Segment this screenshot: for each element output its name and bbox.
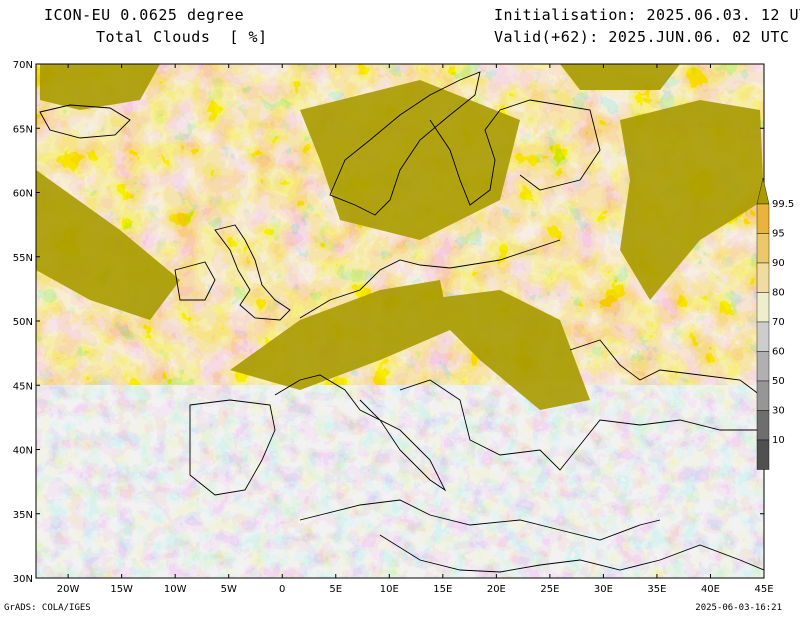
legend-label: 90	[772, 258, 785, 269]
lat-label: 40N	[13, 446, 33, 457]
lon-label: 10E	[380, 584, 399, 595]
legend-label: 60	[772, 347, 785, 358]
lon-label: 20W	[57, 584, 80, 595]
field-title: Total Clouds [ %]	[96, 28, 268, 46]
lon-label: 45E	[754, 584, 773, 595]
latitude-labels: 70N 65N 60N 55N 50N 45N 40N 35N 30N	[13, 60, 33, 585]
lat-label: 50N	[13, 317, 33, 328]
legend-label: 99.5	[772, 199, 794, 210]
grads-credit: GrADS: COLA/IGES	[4, 603, 91, 613]
cloud-field	[36, 64, 764, 578]
lon-label: 20E	[487, 584, 506, 595]
lon-label: 0	[279, 584, 285, 595]
legend-swatch	[756, 380, 770, 411]
legend-swatch	[756, 410, 770, 441]
model-title: ICON-EU 0.0625 degree	[44, 6, 245, 24]
legend-swatch	[756, 321, 770, 352]
lon-label: 15E	[433, 584, 452, 595]
coastlines	[39, 71, 764, 573]
lon-label: 5W	[221, 584, 237, 595]
lat-label: 65N	[13, 124, 33, 135]
legend-label: 70	[772, 317, 785, 328]
lat-label: 60N	[13, 189, 33, 200]
lon-label: 5E	[329, 584, 342, 595]
lon-label: 40E	[701, 584, 720, 595]
legend-label: 10	[772, 435, 785, 446]
init-time: Initialisation: 2025.06.03. 12 UTC	[494, 6, 800, 24]
lat-label: 70N	[13, 60, 33, 71]
legend-swatch	[756, 351, 770, 382]
dense-cloud-bands	[36, 64, 764, 410]
clear-sky-region	[36, 385, 764, 578]
lon-label: 25E	[540, 584, 559, 595]
lat-label: 35N	[13, 510, 33, 521]
render-timestamp: 2025-06-03-16:21	[695, 603, 782, 613]
lat-label: 30N	[13, 574, 33, 585]
lon-label: 15W	[110, 584, 133, 595]
lon-label: 35E	[647, 584, 666, 595]
legend-label: 50	[772, 376, 785, 387]
legend-swatch	[756, 233, 770, 264]
longitude-labels: 20W 15W 10W 5W 0 5E 10E 15E 20E 25E 30E 35E 40E 45E	[57, 584, 774, 595]
legend-label: 30	[772, 406, 785, 417]
lon-label: 10W	[164, 584, 187, 595]
valid-time: Valid(+62): 2025.JUN.06. 02 UTC	[494, 28, 790, 46]
legend-label: 95	[772, 229, 785, 240]
lat-label: 45N	[13, 381, 33, 392]
legend-swatch	[756, 262, 770, 293]
legend-swatch	[756, 203, 770, 234]
legend-swatch	[756, 439, 770, 470]
legend-swatch	[756, 292, 770, 323]
legend-label: 80	[772, 288, 785, 299]
colorbar-legend: 99.5 95 90 80 70 60 50 30 10	[756, 177, 794, 470]
lat-label: 55N	[13, 253, 33, 264]
lon-label: 30E	[594, 584, 613, 595]
